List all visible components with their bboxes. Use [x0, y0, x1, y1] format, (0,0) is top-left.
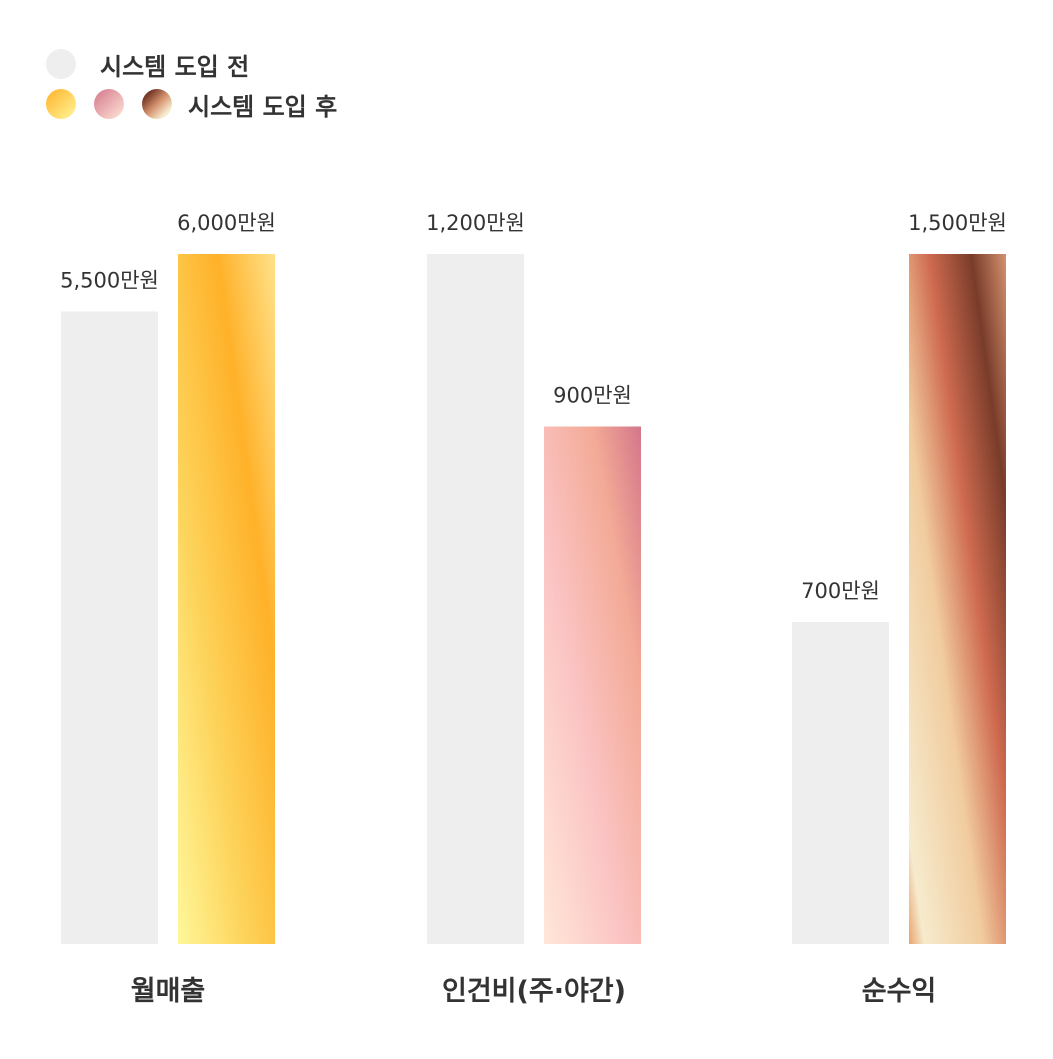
legend-after-swatch-labor — [94, 89, 124, 119]
bar-labor-after — [544, 426, 641, 944]
data-label-revenue-after: 6,000만원 — [177, 211, 276, 235]
legend-after-swatch-profit — [142, 89, 172, 119]
legend-after: 시스템 도입 후 — [46, 84, 337, 124]
legend-after-label: 시스템 도입 후 — [188, 92, 338, 121]
data-label-profit-before: 700만원 — [801, 579, 880, 603]
bars-layer — [61, 254, 1006, 944]
data-label-revenue-before: 5,500만원 — [60, 269, 159, 293]
category-label-profit: 순수익 — [862, 976, 937, 1007]
bar-labor-before — [427, 254, 524, 944]
data-label-labor-after: 900만원 — [553, 384, 632, 408]
legend-after-swatch-revenue — [46, 89, 76, 119]
bar-revenue-after — [178, 254, 275, 944]
bar-profit-after — [909, 254, 1006, 944]
legend-before: 시스템 도입 전 — [46, 44, 337, 84]
category-label-revenue: 월매출 — [131, 976, 206, 1007]
data-label-profit-after: 1,500만원 — [908, 211, 1007, 235]
legend-before-label: 시스템 도입 전 — [100, 52, 250, 81]
bar-revenue-before — [61, 311, 158, 944]
data-label-labor-before: 1,200만원 — [426, 211, 525, 235]
legend-before-swatch — [46, 49, 76, 79]
legend: 시스템 도입 전 시스템 도입 후 — [46, 44, 337, 124]
bar-profit-before — [792, 622, 889, 944]
category-label-labor: 인건비(주·야간) — [442, 976, 626, 1007]
